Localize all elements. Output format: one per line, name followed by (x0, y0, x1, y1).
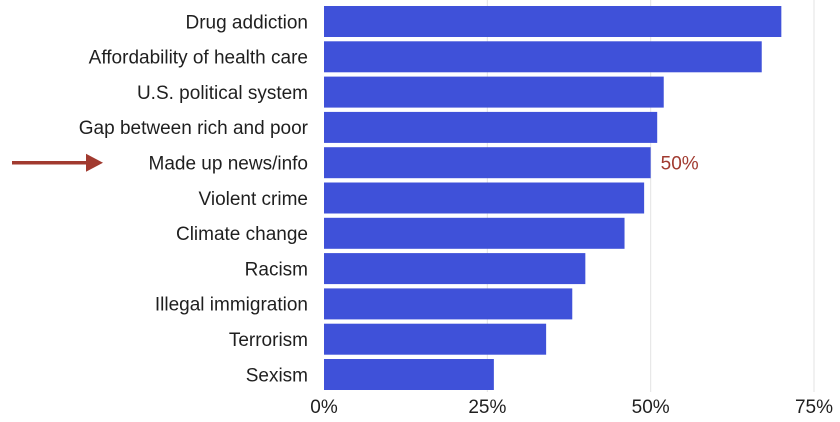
bar-sexism (324, 359, 494, 390)
bar-gap-between-rich-and-poor (324, 111, 658, 143)
bar-drug-addiction (324, 6, 782, 37)
x-tick-label: 75% (795, 397, 833, 418)
category-label: Made up news/info (149, 154, 309, 175)
highlight-annotation: 50% (12, 154, 699, 175)
x-tick-label: 25% (468, 397, 506, 418)
bar-climate-change (324, 217, 625, 249)
category-label: Violent crime (199, 189, 308, 210)
bar-made-up-news-info (324, 147, 651, 179)
category-labels: Drug addiction Affordability of health ca… (79, 12, 309, 386)
category-label: Affordability of health care (89, 48, 308, 69)
category-label: Drug addiction (185, 12, 308, 33)
category-label: Illegal immigration (155, 295, 308, 316)
x-tick-label: 0% (310, 397, 338, 418)
category-label: U.S. political system (137, 83, 308, 104)
category-label: Gap between rich and poor (79, 118, 309, 139)
bar-terrorism (324, 323, 547, 355)
arrow-icon (12, 153, 103, 172)
bar-illegal-immigration (324, 288, 573, 320)
x-axis-ticks: 0% 25% 50% 75% (310, 397, 833, 418)
arrow-head (86, 153, 103, 172)
bars (324, 6, 782, 390)
x-tick-label: 50% (632, 397, 670, 418)
bar-racism (324, 253, 586, 285)
category-label: Terrorism (229, 330, 308, 351)
bar-u-s-political-system (324, 76, 664, 108)
category-label: Climate change (176, 224, 308, 245)
bar-affordability-of-health-care (324, 41, 762, 73)
highlight-value-label: 50% (661, 154, 699, 175)
category-label: Racism (245, 259, 308, 280)
category-label: Sexism (246, 365, 308, 386)
bar-violent-crime (324, 182, 645, 214)
